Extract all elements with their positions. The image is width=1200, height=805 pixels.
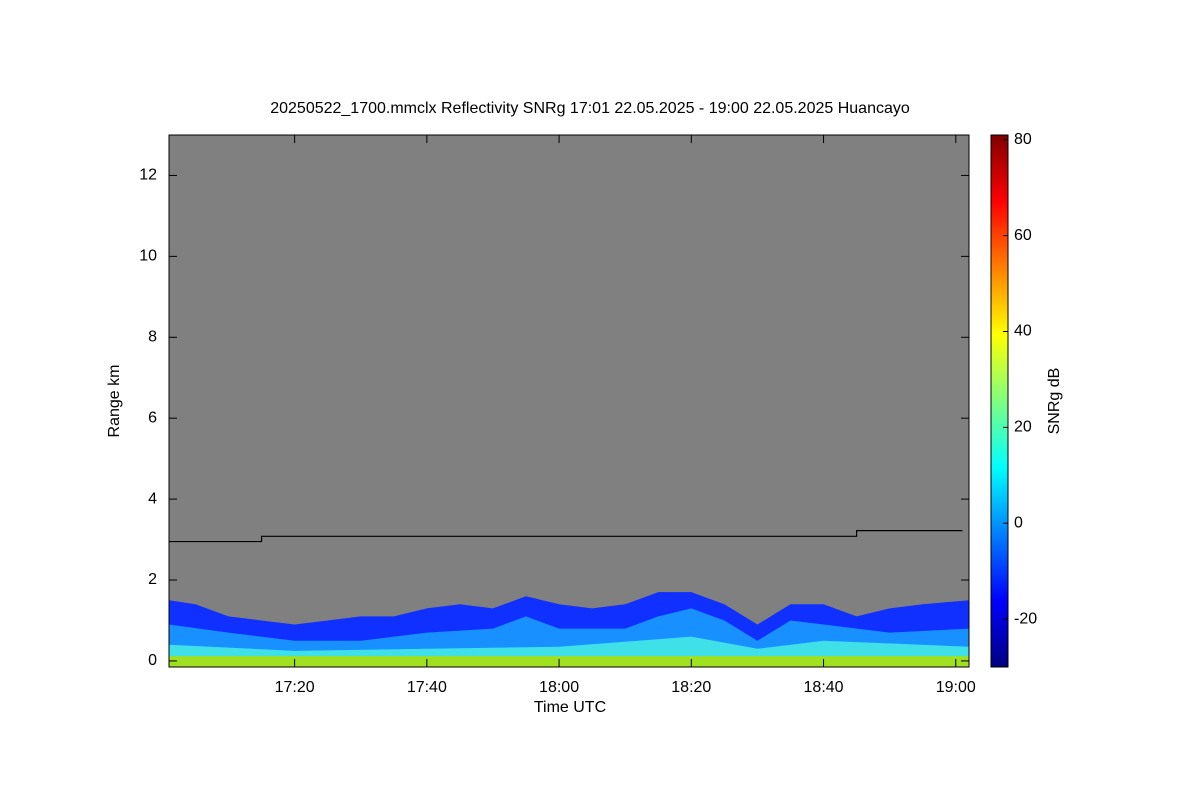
chart-title: 20250522_1700.mmclx Reflectivity SNRg 17… (270, 100, 910, 117)
y-axis-label: Range km (106, 365, 123, 438)
data-layer (169, 530, 969, 667)
plot-frame (168, 134, 970, 668)
x-axis-label: Time UTC (534, 699, 606, 716)
colorbar-tick-label: 20 (1014, 419, 1032, 436)
x-tick-label: 17:40 (407, 679, 447, 696)
y-tick-label: 10 (139, 248, 157, 265)
echo-area (169, 656, 969, 667)
colorbar (990, 134, 1009, 668)
y-tick-label: 0 (148, 652, 157, 669)
x-tick-label: 18:40 (804, 679, 844, 696)
y-tick-label: 2 (148, 571, 157, 588)
x-tick-label: 18:00 (539, 679, 579, 696)
y-tick-label: 8 (148, 329, 157, 346)
y-tick-label: 12 (139, 167, 157, 184)
y-tick-label: 6 (148, 409, 157, 426)
x-tick-label: 18:20 (671, 679, 711, 696)
colorbar-tick-label: 0 (1014, 514, 1023, 531)
colorbar-tick-label: 40 (1014, 323, 1032, 340)
plot-background (169, 135, 969, 667)
y-tick-label: 4 (148, 490, 157, 507)
colorbar-label: SNRg dB (1046, 368, 1063, 435)
x-tick-label: 17:20 (275, 679, 315, 696)
colorbar-tick-label: -20 (1014, 610, 1037, 627)
height-line (169, 530, 963, 543)
colorbar-tick-label: 60 (1014, 227, 1032, 244)
x-tick-label: 19:00 (936, 679, 976, 696)
colorbar-tick-label: 80 (1014, 131, 1032, 148)
